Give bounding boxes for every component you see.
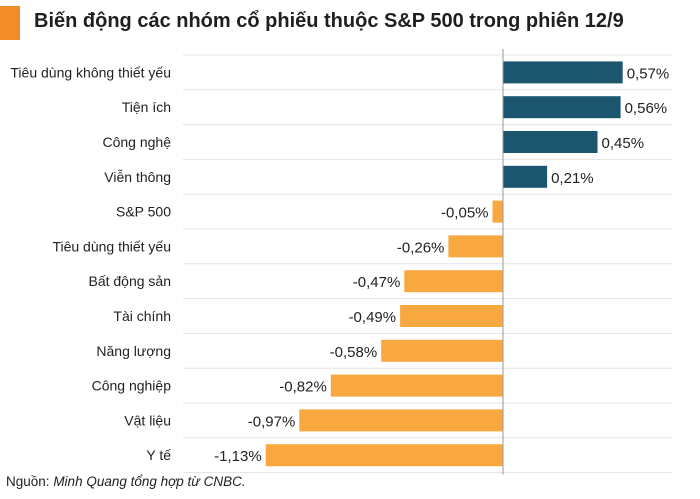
title-accent-bar bbox=[0, 6, 20, 40]
source-note: Nguồn: Minh Quang tổng hợp từ CNBC. bbox=[6, 474, 246, 489]
bar-1 bbox=[503, 96, 621, 119]
chart-title-bar: Biến động các nhóm cổ phiếu thuộc S&P 50… bbox=[0, 0, 700, 46]
value-label-10: -0,97% bbox=[248, 413, 296, 430]
category-label-10: Vật liệu bbox=[124, 412, 171, 428]
category-label-7: Tài chính bbox=[113, 308, 171, 324]
bar-0 bbox=[503, 61, 623, 84]
bar-8 bbox=[381, 339, 503, 362]
category-label-0: Tiêu dùng không thiết yếu bbox=[10, 64, 171, 80]
value-label-8: -0,58% bbox=[330, 344, 378, 361]
value-label-7: -0,49% bbox=[349, 309, 397, 326]
category-label-8: Năng lượng bbox=[96, 343, 171, 359]
bar-2 bbox=[503, 131, 598, 153]
value-label-2: 0,45% bbox=[602, 135, 645, 152]
value-label-5: -0,26% bbox=[397, 239, 445, 256]
source-label: Nguồn: bbox=[6, 474, 50, 489]
bar-9 bbox=[330, 374, 503, 397]
category-label-11: Y tế bbox=[146, 447, 171, 463]
value-label-4: -0,05% bbox=[441, 205, 489, 222]
bar-11 bbox=[265, 444, 503, 467]
category-label-6: Bất động sản bbox=[88, 273, 171, 289]
category-label-5: Tiêu dùng thiết yếu bbox=[52, 238, 171, 254]
category-label-2: Công nghệ bbox=[102, 134, 171, 150]
value-label-1: 0,56% bbox=[625, 100, 668, 117]
chart-title: Biến động các nhóm cổ phiếu thuộc S&P 50… bbox=[34, 10, 624, 32]
value-label-3: 0,21% bbox=[551, 170, 594, 187]
value-label-6: -0,47% bbox=[353, 274, 401, 291]
category-label-9: Công nghiệp bbox=[92, 378, 172, 394]
category-label-4: S&P 500 bbox=[116, 204, 171, 220]
bar-5 bbox=[448, 235, 503, 258]
bar-6 bbox=[404, 270, 503, 293]
value-label-11: -1,13% bbox=[214, 448, 262, 465]
category-label-1: Tiện ích bbox=[122, 99, 171, 115]
bar-4 bbox=[492, 200, 503, 223]
source-text: Minh Quang tổng hợp từ CNBC. bbox=[53, 474, 246, 489]
bar-10 bbox=[299, 409, 503, 432]
value-label-0: 0,57% bbox=[627, 65, 670, 82]
bar-3 bbox=[503, 165, 548, 188]
category-label-3: Viễn thông bbox=[104, 169, 171, 185]
value-label-9: -0,82% bbox=[279, 379, 327, 396]
bar-7 bbox=[400, 305, 503, 327]
